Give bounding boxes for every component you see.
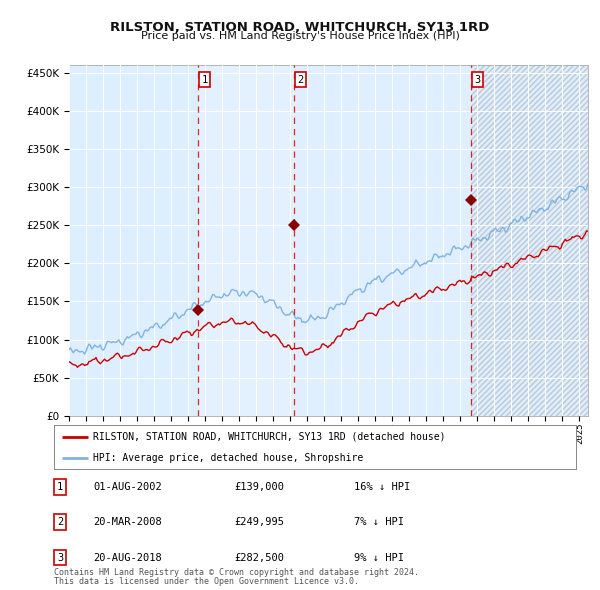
Text: RILSTON, STATION ROAD, WHITCHURCH, SY13 1RD (detached house): RILSTON, STATION ROAD, WHITCHURCH, SY13 … bbox=[93, 432, 446, 442]
Text: Contains HM Land Registry data © Crown copyright and database right 2024.: Contains HM Land Registry data © Crown c… bbox=[54, 568, 419, 577]
Text: 3: 3 bbox=[57, 553, 63, 562]
Text: RILSTON, STATION ROAD, WHITCHURCH, SY13 1RD: RILSTON, STATION ROAD, WHITCHURCH, SY13 … bbox=[110, 21, 490, 34]
Text: 2: 2 bbox=[57, 517, 63, 527]
Bar bbox=[198, 65, 294, 416]
Text: 20-AUG-2018: 20-AUG-2018 bbox=[93, 553, 162, 562]
Text: 16% ↓ HPI: 16% ↓ HPI bbox=[354, 482, 410, 491]
Text: 7% ↓ HPI: 7% ↓ HPI bbox=[354, 517, 404, 527]
Text: 9% ↓ HPI: 9% ↓ HPI bbox=[354, 553, 404, 562]
Text: 1: 1 bbox=[202, 75, 208, 84]
Text: Price paid vs. HM Land Registry's House Price Index (HPI): Price paid vs. HM Land Registry's House … bbox=[140, 31, 460, 41]
Text: 1: 1 bbox=[57, 482, 63, 491]
Text: 3: 3 bbox=[475, 75, 481, 84]
Text: 2: 2 bbox=[297, 75, 304, 84]
Text: £249,995: £249,995 bbox=[234, 517, 284, 527]
Text: 01-AUG-2002: 01-AUG-2002 bbox=[93, 482, 162, 491]
Text: HPI: Average price, detached house, Shropshire: HPI: Average price, detached house, Shro… bbox=[93, 454, 364, 463]
Text: This data is licensed under the Open Government Licence v3.0.: This data is licensed under the Open Gov… bbox=[54, 578, 359, 586]
Bar bbox=[294, 65, 471, 416]
Text: £282,500: £282,500 bbox=[234, 553, 284, 562]
Text: 20-MAR-2008: 20-MAR-2008 bbox=[93, 517, 162, 527]
Text: £139,000: £139,000 bbox=[234, 482, 284, 491]
